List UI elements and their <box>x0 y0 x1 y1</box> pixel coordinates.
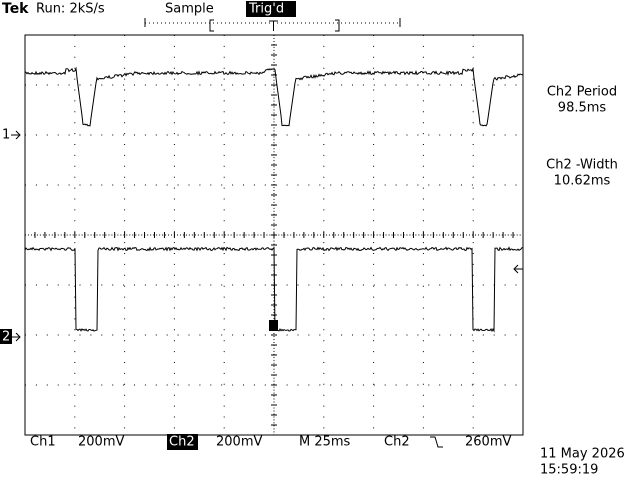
measurement-label: Ch2 -Width <box>546 158 618 173</box>
brand: Tek <box>2 1 29 17</box>
measurement-value: 98.5ms <box>558 101 607 116</box>
ch1-marker-arrow <box>11 130 21 140</box>
date: 11 May 2026 <box>540 447 625 462</box>
trigger-level-arrow <box>513 264 523 274</box>
ch2-marker: 2 <box>2 330 10 345</box>
ch2-marker-box <box>0 329 12 344</box>
measurement-label: Ch2 Period <box>547 85 617 100</box>
ch2-label-box <box>167 434 198 450</box>
ch1-trace <box>24 66 524 127</box>
trigger-level: 260mV <box>465 435 511 450</box>
ch1-marker: 1 <box>2 128 10 143</box>
ch2-scale: 200mV <box>216 435 262 450</box>
time: 15:59:19 <box>540 463 598 478</box>
ch2-label: Ch2 <box>169 435 195 450</box>
trigger-point-marker <box>269 320 278 331</box>
measurement-value: 10.62ms <box>554 174 611 189</box>
timebase: M 25ms <box>299 435 351 450</box>
ch2-trace <box>24 246 524 333</box>
trigger-slope-icon <box>430 436 443 448</box>
graticule-border <box>24 34 524 436</box>
ch2-marker-arrow <box>11 332 21 342</box>
trigger-position-icon <box>269 20 278 31</box>
ch1-label: Ch1 <box>30 435 56 450</box>
record-ends <box>144 18 401 27</box>
view-bracket <box>209 19 340 32</box>
trigger-status: Trig'd <box>248 2 284 17</box>
ch1-scale: 200mV <box>78 435 124 450</box>
graticule <box>24 34 524 436</box>
run-status: Run: 2kS/s <box>36 2 105 17</box>
trigger-status-box <box>246 1 296 17</box>
acquisition-mode: Sample <box>165 2 214 17</box>
trigger-source: Ch2 <box>384 435 410 450</box>
